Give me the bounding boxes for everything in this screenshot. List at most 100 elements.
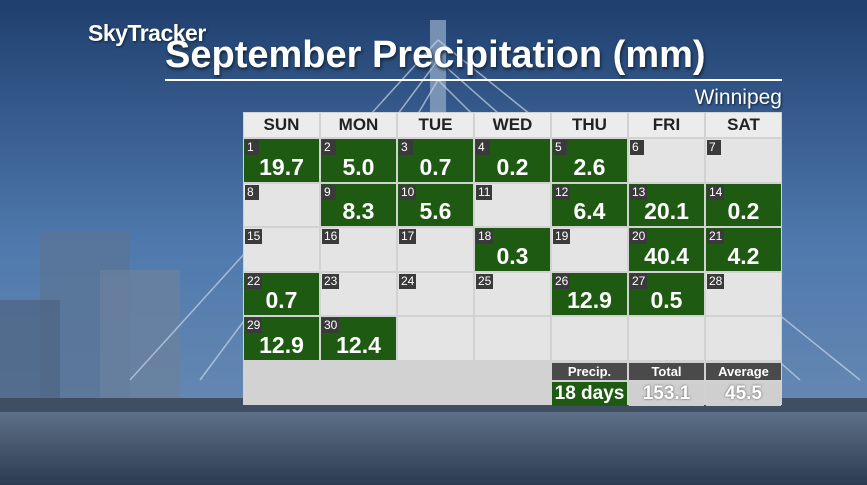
summary-label: Precip. xyxy=(552,363,627,380)
day-cell: 23 xyxy=(321,272,396,316)
precip-value: 5.6 xyxy=(419,198,452,225)
day-cell: 25 xyxy=(475,272,550,316)
day-number: 4 xyxy=(476,140,490,155)
brand: SkyTracker xyxy=(88,20,206,46)
day-number: 30 xyxy=(322,318,340,334)
day-cell xyxy=(475,317,550,360)
day-cell: 10 5.6 xyxy=(398,183,473,227)
day-number: 9 xyxy=(322,184,336,200)
weekday-header: TUE xyxy=(398,113,473,137)
day-number: 1 xyxy=(245,140,259,155)
day-number: 17 xyxy=(399,229,417,245)
calendar: SUN MON TUE WED THU FRI SAT 1 19.7 2 5.0 3 0.7 4 0.2 5 2… xyxy=(243,112,782,406)
day-cell: 30 12.4 xyxy=(321,317,396,360)
day-cell: 27 0.5 xyxy=(629,272,704,316)
day-number: 2 xyxy=(322,140,336,155)
weekday-header: WED xyxy=(475,113,550,137)
day-cell xyxy=(706,317,781,360)
day-number: 22 xyxy=(245,273,263,289)
day-number: 6 xyxy=(630,140,644,155)
summary-value: 18 days xyxy=(552,382,627,406)
day-cell: 8 xyxy=(244,183,319,227)
day-number: 8 xyxy=(245,184,259,200)
day-number: 26 xyxy=(553,273,571,289)
day-cell: 2 5.0 xyxy=(321,139,396,182)
day-cell: 20 40.4 xyxy=(629,228,704,271)
day-cell: 14 0.2 xyxy=(706,183,781,227)
day-cell: 22 0.7 xyxy=(244,272,319,316)
precip-value: 0.7 xyxy=(265,287,298,314)
day-number: 15 xyxy=(245,229,263,245)
precip-value: 0.5 xyxy=(650,287,683,314)
weekday-header: THU xyxy=(552,113,627,137)
precip-value: 0.2 xyxy=(727,198,760,225)
day-cell xyxy=(552,317,627,360)
day-cell: 24 xyxy=(398,272,473,316)
day-number: 7 xyxy=(707,140,721,155)
precip-value: 0.7 xyxy=(419,153,452,180)
weekday-header: SAT xyxy=(706,113,781,137)
precip-value: 0.3 xyxy=(496,242,529,269)
weekday-header: MON xyxy=(321,113,396,137)
precip-value: 12.9 xyxy=(259,331,304,358)
weekday-header: FRI xyxy=(629,113,704,137)
day-number: 5 xyxy=(553,140,567,155)
precip-value: 2.6 xyxy=(573,153,606,180)
summary-value: 45.5 xyxy=(706,382,781,406)
precip-value: 4.2 xyxy=(727,242,760,269)
day-number: 10 xyxy=(399,184,417,200)
day-cell: 21 4.2 xyxy=(706,228,781,271)
precip-value: 19.7 xyxy=(259,153,304,180)
day-number: 20 xyxy=(630,229,648,245)
day-cell: 11 xyxy=(475,183,550,227)
title-rule xyxy=(165,79,782,81)
day-cell: 13 20.1 xyxy=(629,183,704,227)
precip-value: 5.0 xyxy=(342,153,375,180)
day-cell: 5 2.6 xyxy=(552,139,627,182)
day-cell: 19 xyxy=(552,228,627,271)
day-cell: 28 xyxy=(706,272,781,316)
precip-value: 12.9 xyxy=(567,287,612,314)
day-cell: 7 xyxy=(706,139,781,182)
day-number: 23 xyxy=(322,273,340,289)
day-cell: 26 12.9 xyxy=(552,272,627,316)
day-number: 29 xyxy=(245,318,263,334)
day-number: 12 xyxy=(553,184,571,200)
precip-value: 20.1 xyxy=(644,198,689,225)
weekday-header: SUN xyxy=(244,113,319,137)
day-cell: 6 xyxy=(629,139,704,182)
day-cell: 29 12.9 xyxy=(244,317,319,360)
day-number: 13 xyxy=(630,184,648,200)
precip-value: 6.4 xyxy=(573,198,606,225)
day-number: 25 xyxy=(476,273,494,289)
day-cell: 18 0.3 xyxy=(475,228,550,271)
day-number: 19 xyxy=(553,229,571,245)
day-cell: 3 0.7 xyxy=(398,139,473,182)
precip-value: 12.4 xyxy=(336,331,381,358)
day-cell: 17 xyxy=(398,228,473,271)
day-cell: 15 xyxy=(244,228,319,271)
title: September Precipitation (mm) xyxy=(165,34,706,76)
day-number: 27 xyxy=(630,273,648,289)
day-number: 24 xyxy=(399,273,417,289)
day-cell: 12 6.4 xyxy=(552,183,627,227)
day-number: 28 xyxy=(707,273,725,289)
day-cell: 9 8.3 xyxy=(321,183,396,227)
day-cell xyxy=(629,317,704,360)
day-number: 16 xyxy=(322,229,340,245)
day-number: 18 xyxy=(476,229,494,245)
summary-value: 153.1 xyxy=(629,382,704,406)
day-cell xyxy=(398,317,473,360)
day-cell: 1 19.7 xyxy=(244,139,319,182)
day-number: 14 xyxy=(707,184,725,200)
day-number: 3 xyxy=(399,140,413,155)
summary-label: Total xyxy=(629,363,704,380)
day-number: 21 xyxy=(707,229,725,245)
precip-value: 0.2 xyxy=(496,153,529,180)
day-cell: 16 xyxy=(321,228,396,271)
day-cell: 4 0.2 xyxy=(475,139,550,182)
summary-label: Average xyxy=(706,363,781,380)
precip-value: 40.4 xyxy=(644,242,689,269)
day-number: 11 xyxy=(476,184,493,200)
